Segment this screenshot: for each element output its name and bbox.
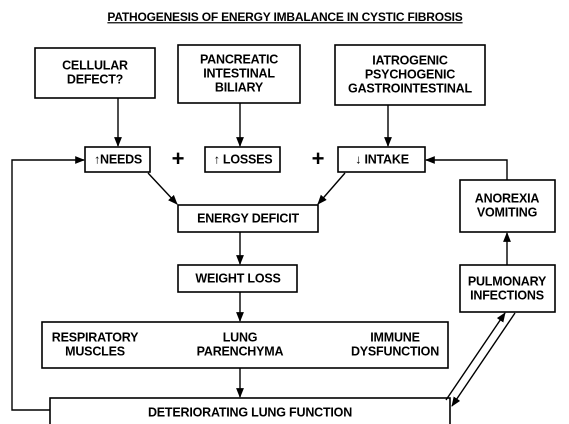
node-label: ↓ INTAKE	[355, 152, 409, 166]
box	[34, 47, 156, 99]
box	[49, 397, 451, 424]
box	[337, 146, 426, 173]
box	[41, 321, 449, 369]
node-label: ENERGY DEFICIT	[197, 211, 299, 225]
node-label: ANOREXIA	[475, 191, 540, 205]
node-label: IATROGENIC	[372, 53, 448, 67]
operator: +	[312, 146, 325, 171]
node-label: INTESTINAL	[203, 66, 275, 80]
arrow	[445, 312, 506, 401]
node-label: PARENCHYMA	[197, 344, 284, 358]
box	[459, 264, 556, 313]
node-label: BILIARY	[215, 80, 264, 94]
node-label: PANCREATIC	[200, 52, 278, 66]
arrow	[147, 172, 178, 205]
node-label: PSYCHOGENIC	[365, 67, 455, 81]
arrow	[451, 312, 516, 407]
node-label: PULMONARY	[468, 274, 547, 288]
node-label: DEFECT?	[67, 72, 123, 86]
node-label: LUNG	[223, 330, 258, 344]
box	[84, 146, 151, 173]
node-label: MUSCLES	[65, 344, 125, 358]
node-label: CELLULAR	[62, 58, 128, 72]
node-label: IMMUNE	[370, 330, 420, 344]
node-label: ↑NEEDS	[94, 152, 142, 166]
node-label: GASTROINTESTINAL	[348, 81, 472, 95]
box	[177, 204, 319, 233]
arrow	[317, 172, 346, 205]
node-label: DETERIORATING LUNG FUNCTION	[148, 405, 352, 419]
box	[177, 44, 301, 104]
node-label: VOMITING	[477, 205, 537, 219]
title: PATHOGENESIS OF ENERGY IMBALANCE IN CYST…	[107, 10, 462, 24]
node-label: RESPIRATORY	[52, 330, 139, 344]
operator: +	[172, 146, 185, 171]
node-label: INFECTIONS	[470, 288, 544, 302]
box	[334, 44, 486, 106]
node-label: WEIGHT LOSS	[195, 271, 280, 285]
node-label: DYSFUNCTION	[351, 344, 439, 358]
arrow	[425, 156, 508, 180]
box	[177, 264, 298, 293]
node-label: ↑ LOSSES	[214, 152, 273, 166]
arrow	[11, 156, 85, 411]
box	[204, 146, 281, 173]
